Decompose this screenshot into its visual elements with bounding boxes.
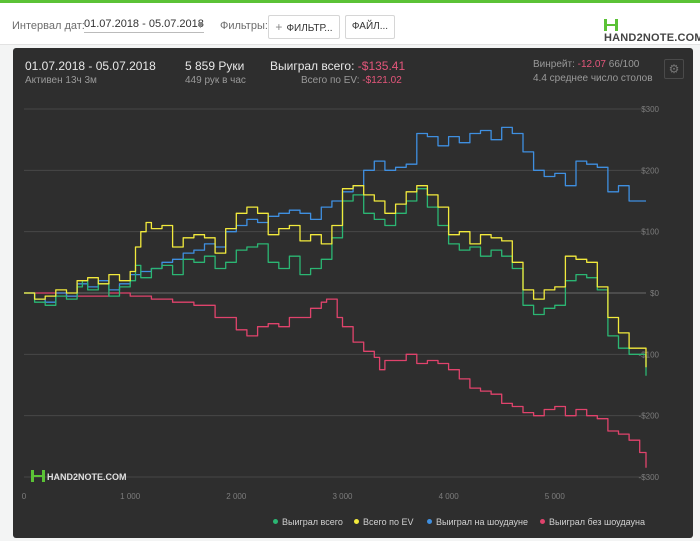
- gear-icon[interactable]: ⚙: [664, 59, 684, 79]
- filter-button[interactable]: + ФИЛЬТР...: [268, 15, 340, 39]
- x-tick-label: 5 000: [545, 492, 566, 501]
- legend-marker: [273, 519, 278, 524]
- y-tick-label: $300: [641, 105, 659, 114]
- winrate-unit: 66/100: [608, 59, 640, 70]
- hands-count: 5 859 Руки: [185, 59, 245, 73]
- x-tick-label: 4 000: [439, 492, 460, 501]
- top-accent-line: [0, 0, 700, 3]
- ev-label: Всего по EV:: [301, 75, 360, 86]
- x-tick-label: 2 000: [226, 492, 247, 501]
- won-total-stat: Выиграл всего: -$135.41: [270, 59, 405, 73]
- y-tick-label: $200: [641, 166, 659, 175]
- period-text: 01.07.2018 - 05.07.2018: [25, 59, 156, 73]
- watermark-text: HAND2NOTE.COM: [47, 472, 127, 482]
- date-interval-label: Интервал дат:: [12, 20, 85, 32]
- legend-marker: [354, 519, 359, 524]
- hand2note-logo: HAND2NOTE.COM: [604, 19, 700, 44]
- y-tick-label: -$300: [639, 473, 660, 482]
- y-tick-label: $0: [650, 289, 659, 298]
- legend-marker: [540, 519, 545, 524]
- won-label: Выиграл всего:: [270, 59, 355, 73]
- winrate-label: Винрейт:: [533, 59, 575, 70]
- active-time: Активен 13ч 3м: [25, 75, 97, 86]
- y-tick-label: $100: [641, 228, 659, 237]
- x-tick-label: 0: [22, 492, 27, 501]
- legend-label: Выиграл без шоудауна: [549, 517, 645, 527]
- chart-watermark: HAND2NOTE.COM: [31, 470, 127, 482]
- logo-text: HAND2NOTE.COM: [604, 32, 700, 44]
- logo-icon: [604, 19, 618, 31]
- date-range-selector[interactable]: 01.07.2018 - 05.07.2018: [84, 18, 204, 33]
- x-axis: 0 1 000 2 000 3 000 4 000 5 000: [22, 492, 566, 501]
- y-tick-label: -$100: [639, 350, 660, 359]
- legend-marker: [427, 519, 432, 524]
- avg-tables: 4.4 среднее число столов: [533, 73, 653, 84]
- file-button[interactable]: ФАЙЛ...: [345, 15, 395, 39]
- series-line-0: [24, 188, 647, 376]
- ev-value: -$121.02: [362, 75, 402, 86]
- watermark-logo-icon: [31, 470, 45, 482]
- won-value: -$135.41: [357, 59, 406, 73]
- legend-label: Выиграл всего: [282, 517, 343, 527]
- series-line-2: [24, 126, 646, 303]
- legend-item-won-total[interactable]: Выиграл всего: [273, 517, 343, 527]
- winrate-stat: Винрейт: -12.07 66/100: [533, 59, 639, 70]
- graph-panel: 01.07.2018 - 05.07.2018 Активен 13ч 3м 5…: [13, 48, 693, 538]
- x-tick-label: 1 000: [120, 492, 141, 501]
- legend-label: Выиграл на шоудауне: [436, 517, 528, 527]
- legend-item-showdown[interactable]: Выиграл на шоудауне: [427, 517, 528, 527]
- x-tick-label: 3 000: [332, 492, 353, 501]
- y-axis: $300 $200 $100 $0 -$100 -$200 -$300: [639, 105, 660, 482]
- plus-icon: +: [275, 20, 283, 34]
- series-line-1: [24, 185, 647, 368]
- series-lines: [24, 126, 647, 468]
- series-line-3: [24, 292, 647, 468]
- chevron-down-icon[interactable]: ▼: [196, 20, 205, 30]
- y-tick-label: -$200: [639, 412, 660, 421]
- legend-label: Всего по EV: [363, 517, 414, 527]
- hands-per-hour: 449 рук в час: [185, 75, 246, 86]
- toolbar: Интервал дат: 01.07.2018 - 05.07.2018 ▼ …: [0, 3, 700, 45]
- ev-total-stat: Всего по EV: -$121.02: [301, 75, 402, 86]
- filter-button-label: ФИЛЬТР...: [286, 23, 333, 34]
- legend-item-ev-total[interactable]: Всего по EV: [354, 517, 413, 527]
- filters-label: Фильтры:: [220, 20, 268, 32]
- legend-item-non-showdown[interactable]: Выиграл без шоудауна: [540, 517, 645, 527]
- file-button-label: ФАЙЛ...: [351, 21, 389, 32]
- winrate-value: -12.07: [577, 59, 606, 70]
